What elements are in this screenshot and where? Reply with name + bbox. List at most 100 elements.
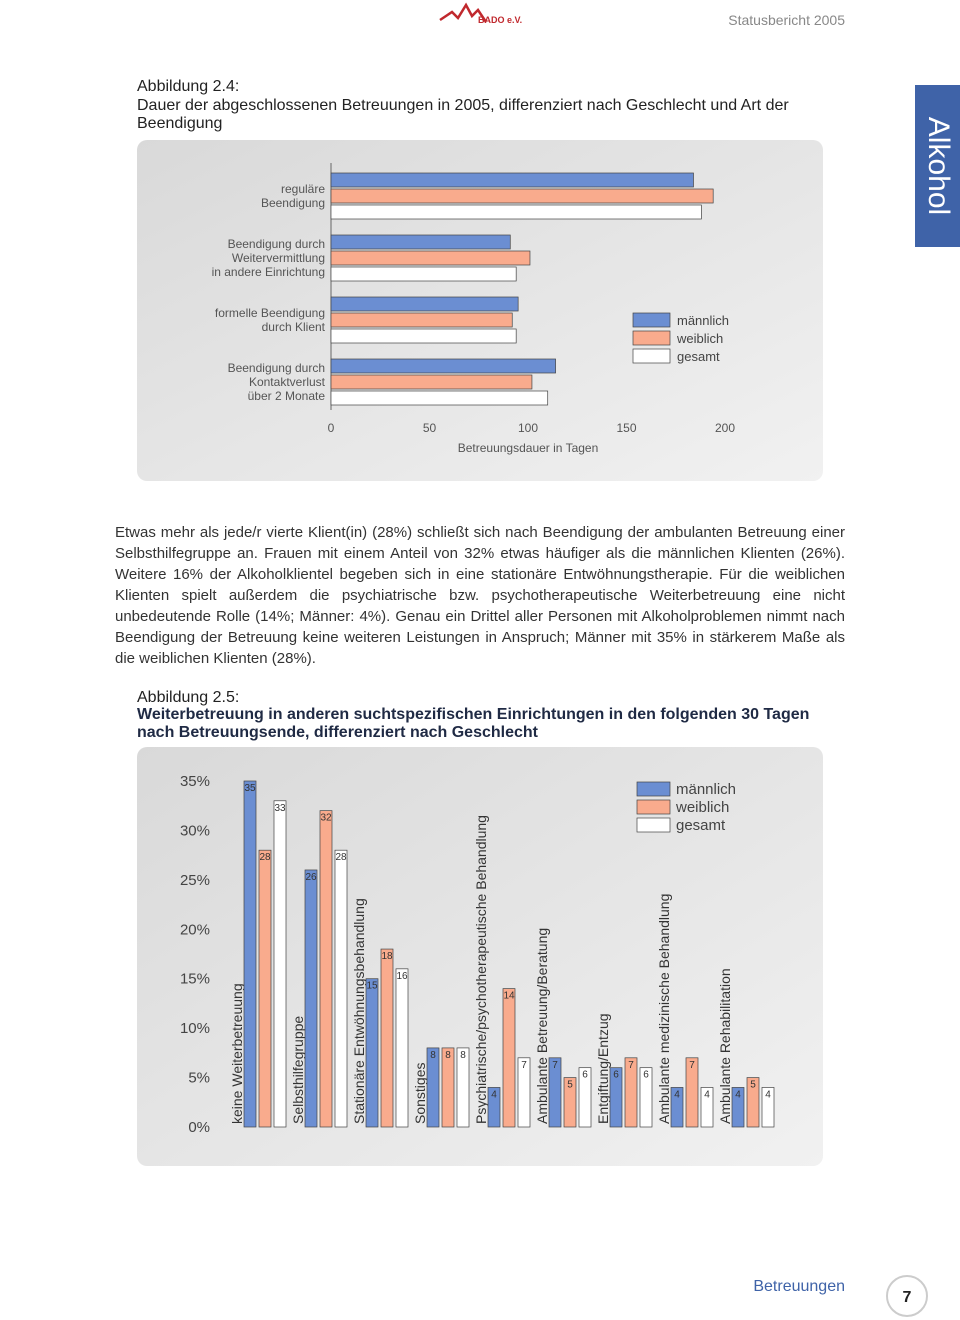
bar	[334, 849, 348, 1128]
bar	[330, 312, 513, 328]
page-number: 7	[903, 1289, 912, 1306]
data-label: 15	[366, 981, 378, 992]
x-tick-label: 50	[423, 421, 437, 435]
y-tick-label: 5%	[188, 1070, 210, 1087]
bar	[330, 204, 702, 220]
figure-title: Weiterbetreuung in anderen suchtspezifis…	[137, 706, 810, 741]
bar	[304, 869, 318, 1128]
bar	[330, 234, 511, 250]
data-label: 26	[305, 872, 317, 883]
bar	[426, 1047, 440, 1128]
data-label: 4	[735, 1089, 741, 1100]
data-label: 4	[765, 1089, 771, 1100]
side-tab	[915, 85, 960, 247]
data-label: 32	[320, 813, 332, 824]
y-tick-label: 20%	[180, 921, 210, 938]
data-label: 8	[430, 1050, 436, 1061]
legend-label: männlich	[676, 781, 736, 798]
bar	[487, 1087, 501, 1128]
x-tick-label: 0	[328, 421, 335, 435]
bar	[578, 1067, 592, 1128]
y-tick-label: 0%	[188, 1119, 210, 1136]
bar	[563, 1077, 577, 1128]
bar	[330, 266, 517, 282]
bar	[456, 1047, 470, 1128]
bar	[258, 849, 272, 1128]
data-label: 28	[259, 852, 271, 863]
bar	[517, 1057, 531, 1128]
logo-mark	[439, 2, 488, 23]
bar	[330, 188, 714, 204]
category-label: formelle Beendigung durch Klient	[214, 306, 325, 334]
bar	[330, 172, 694, 188]
data-label: 7	[689, 1060, 695, 1071]
data-label: 4	[704, 1089, 710, 1100]
bar	[731, 1087, 745, 1128]
y-tick-label: 10%	[180, 1020, 210, 1037]
y-tick-label: 15%	[180, 971, 210, 988]
x-tick-label: 200	[715, 421, 735, 435]
legend-label: gesamt	[676, 817, 726, 834]
legend-label: männlich	[677, 313, 729, 328]
category-label: Ambulante Rehabilitation	[717, 968, 733, 1124]
data-label: 35	[244, 783, 256, 794]
category-label: Sonstiges	[412, 1063, 428, 1124]
header-title: Statusbericht 2005	[728, 12, 845, 28]
category-label: Selbsthilfegruppe	[290, 1016, 306, 1124]
data-label: 7	[628, 1060, 634, 1071]
bar	[330, 296, 519, 312]
bar	[330, 358, 556, 374]
legend-swatch	[632, 348, 671, 364]
category-label: Stationäre Entwöhnungsbehandlung	[351, 898, 367, 1124]
data-label: 18	[381, 951, 393, 962]
logo-text: BADO e.V.	[478, 15, 522, 25]
footer-section: Betreuungen	[753, 1278, 845, 1295]
data-label: 4	[491, 1089, 497, 1100]
bar	[243, 780, 257, 1128]
category-label: reguläre Beendigung	[260, 182, 325, 210]
bar	[685, 1057, 699, 1128]
x-axis-title: Betreuungsdauer in Tagen	[458, 441, 599, 455]
page-badge	[886, 1275, 928, 1317]
bar	[609, 1067, 623, 1128]
bar	[395, 968, 409, 1128]
bar	[365, 978, 379, 1128]
bar	[380, 948, 394, 1128]
body-text: Etwas mehr als jede/r vierte Klient(in) …	[115, 524, 845, 667]
legend-swatch	[636, 781, 671, 797]
bar	[330, 328, 517, 344]
data-label: 7	[552, 1060, 558, 1071]
side-tab-label: Alkohol	[922, 117, 955, 215]
legend-swatch	[636, 817, 671, 833]
bar	[330, 250, 531, 266]
bar	[441, 1047, 455, 1128]
category-label: Beendigung durch Kontaktverlust über 2 M…	[227, 361, 325, 403]
legend-label: gesamt	[677, 349, 720, 364]
category-label: Entgiftung/Entzug	[595, 1013, 611, 1124]
category-label: Ambulante medizinische Behandlung	[656, 894, 672, 1124]
bar	[761, 1087, 775, 1128]
data-label: 8	[445, 1050, 451, 1061]
x-tick-label: 100	[518, 421, 538, 435]
category-label: Psychiatrische/psychotherapeutische Beha…	[473, 815, 489, 1124]
bar	[548, 1057, 562, 1128]
bar	[624, 1057, 638, 1128]
data-label: 28	[335, 852, 347, 863]
bar	[330, 374, 533, 390]
y-tick-label: 25%	[180, 872, 210, 889]
bar	[746, 1077, 760, 1128]
data-label: 6	[613, 1070, 619, 1081]
legend-swatch	[632, 330, 671, 346]
data-label: 5	[750, 1080, 756, 1091]
bar	[639, 1067, 653, 1128]
figure-label: Abbildung 2.5:	[137, 689, 240, 706]
legend-label: weiblich	[675, 799, 729, 816]
data-label: 7	[521, 1060, 527, 1071]
bar	[670, 1087, 684, 1128]
data-label: 6	[643, 1070, 649, 1081]
figure-title: Dauer der abgeschlossenen Betreuungen in…	[137, 97, 789, 132]
bar	[502, 988, 516, 1128]
data-label: 14	[503, 991, 515, 1002]
bar	[700, 1087, 714, 1128]
